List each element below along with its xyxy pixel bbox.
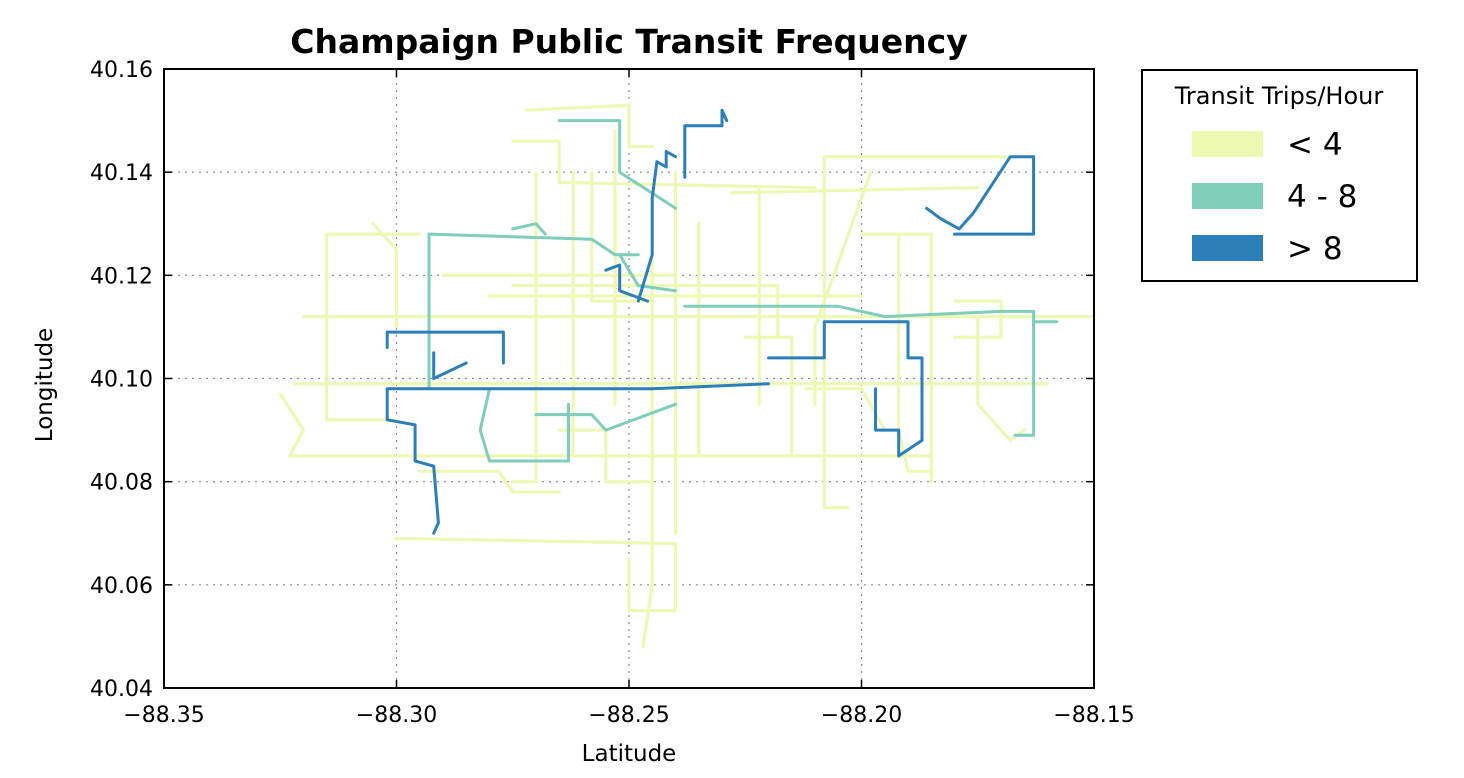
grid-lines	[164, 69, 1094, 688]
transit-route	[683, 108, 729, 179]
chart-title: Champaign Public Transit Frequency	[290, 22, 967, 61]
transit-route	[478, 387, 570, 463]
y-tick-label: 40.08	[90, 471, 153, 496]
x-axis-label: Latitude	[582, 741, 677, 767]
x-tick-label: −88.30	[356, 703, 437, 728]
y-tick-label: 40.14	[90, 161, 153, 186]
y-tick-label: 40.16	[90, 58, 153, 83]
legend-title: Transit Trips/Hour	[1174, 82, 1384, 110]
y-tick-label: 40.06	[90, 574, 153, 599]
transit-route	[385, 382, 770, 422]
transit-route	[999, 309, 1036, 437]
transit-route	[897, 232, 933, 473]
transit-route	[729, 186, 980, 195]
transit-route	[525, 103, 654, 148]
x-tick-label: −88.15	[1053, 703, 1134, 728]
transit-route	[590, 170, 654, 303]
x-tick-label: −88.35	[123, 703, 204, 728]
legend-label: < 4	[1287, 127, 1343, 163]
transit-route	[385, 418, 440, 535]
transit-route	[557, 428, 654, 484]
y-tick-label: 40.10	[90, 368, 153, 393]
transit-route	[325, 232, 398, 422]
transit-route	[511, 170, 538, 484]
y-tick-label: 40.12	[90, 264, 153, 289]
transit-route	[641, 196, 654, 649]
transit-route	[511, 284, 780, 339]
transit-route	[874, 387, 924, 458]
transit-route	[557, 119, 677, 210]
routes-layer	[278, 103, 1096, 649]
transit-route	[822, 155, 849, 509]
transit-route	[371, 222, 398, 329]
x-tick-label: −88.20	[821, 703, 902, 728]
transit-route	[767, 320, 924, 442]
transit-route	[511, 222, 547, 236]
transit-route	[804, 387, 887, 432]
transit-route	[395, 536, 677, 546]
transit-route	[743, 335, 794, 458]
legend-frame	[1141, 69, 1418, 282]
transit-route	[813, 170, 873, 406]
y-axis-ticks: 40.04 40.06 40.08 40.10 40.12 40.14 40.16	[90, 58, 1094, 702]
transit-route	[627, 542, 677, 613]
legend-label: 4 - 8	[1287, 179, 1357, 215]
y-axis-label: Longitude	[32, 328, 58, 442]
transit-route	[511, 139, 817, 190]
transit-route	[636, 160, 659, 303]
transit-route	[683, 304, 1003, 319]
x-tick-label: −88.25	[588, 703, 669, 728]
transit-route	[278, 392, 305, 458]
legend-entries: < 4 4 - 8 > 8	[1192, 127, 1357, 267]
transit-route	[534, 402, 677, 432]
legend-swatch	[1192, 131, 1263, 157]
transit-route	[418, 469, 561, 494]
y-tick-label: 40.04	[90, 677, 153, 702]
transit-route	[604, 263, 650, 303]
transit-route	[655, 150, 677, 169]
transit-route	[860, 232, 933, 484]
transit-route	[427, 232, 640, 257]
transit-route	[441, 273, 677, 329]
transit-route	[618, 253, 677, 293]
legend-swatch	[1192, 183, 1263, 209]
legend-label: > 8	[1287, 231, 1343, 267]
x-axis-ticks: −88.35 −88.30 −88.25 −88.20 −88.15	[123, 69, 1135, 728]
legend: Transit Trips/Hour < 4 4 - 8 > 8	[1141, 69, 1418, 282]
transit-route	[432, 351, 468, 380]
legend-swatch	[1192, 235, 1263, 261]
transit-route	[385, 330, 505, 365]
transit-route	[925, 155, 1036, 236]
